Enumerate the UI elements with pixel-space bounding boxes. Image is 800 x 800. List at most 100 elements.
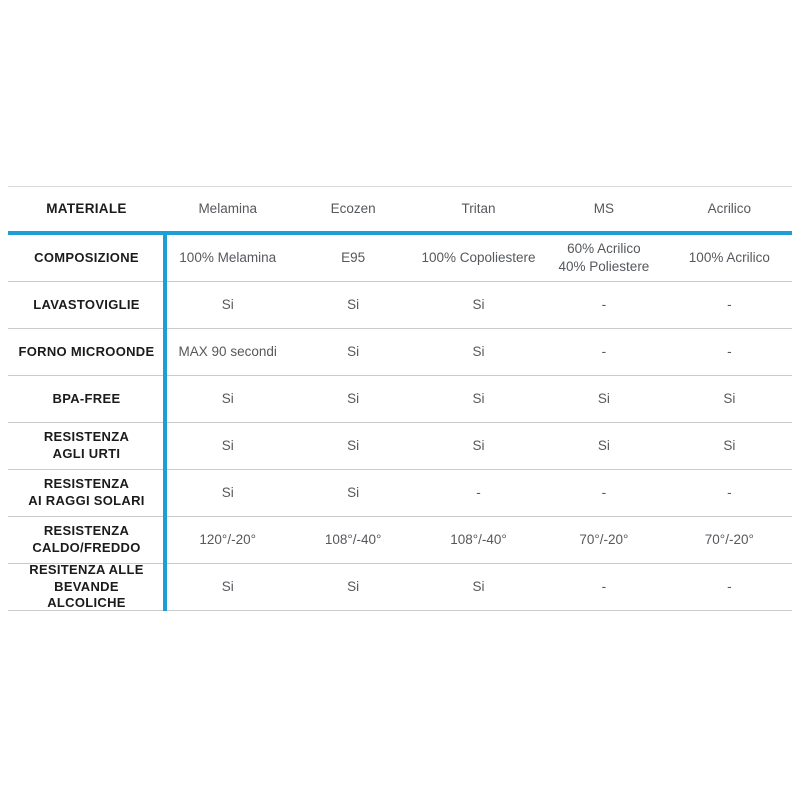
- table-row: RESISTENZA AI RAGGI SOLARI Si Si - - -: [8, 470, 792, 517]
- table-cell: MAX 90 secondi: [165, 329, 290, 375]
- table-cell: Si: [416, 329, 541, 375]
- header-material-cell: MS: [541, 187, 666, 231]
- table-cell: Si: [290, 564, 415, 610]
- cell-value: Si: [723, 437, 736, 453]
- cell-value: Si: [472, 343, 485, 359]
- header-material-cell: Acrilico: [667, 187, 792, 231]
- table-cell: Si: [416, 564, 541, 610]
- table-cell: 100% Copoliestere: [416, 235, 541, 281]
- first-column-divider: [163, 235, 167, 611]
- row-label-cell: RESISTENZA CALDO/FREDDO: [8, 517, 165, 563]
- table-cell: Si: [290, 282, 415, 328]
- table-row: COMPOSIZIONE 100% Melamina E95 100% Copoli…: [8, 235, 792, 282]
- row-label: RESITENZA ALLE BEVANDE ALCOLICHE: [29, 561, 144, 611]
- cell-value: 120°/-20°: [199, 531, 256, 547]
- table-body: COMPOSIZIONE 100% Melamina E95 100% Copoli…: [8, 235, 792, 611]
- row-values: 120°/-20° 108°/-40° 108°/-40° 70°/-20° 70°/-…: [165, 517, 792, 563]
- cell-value: 100% Copoliestere: [421, 249, 536, 265]
- row-label-cell: RESITENZA ALLE BEVANDE ALCOLICHE: [8, 561, 165, 611]
- row-label: LAVASTOVIGLIE: [33, 296, 140, 312]
- header-material-cells: Melamina Ecozen Tritan MS Acrilico: [165, 187, 792, 231]
- table-cell: 120°/-20°: [165, 517, 290, 563]
- header-material-name: Acrilico: [707, 200, 752, 216]
- row-label-cell: RESISTENZA AGLI URTI: [8, 423, 165, 469]
- table-cell: 100% Acrilico: [667, 235, 792, 281]
- row-values: Si Si - - -: [165, 470, 792, 516]
- table-cell: -: [667, 470, 792, 516]
- table-cell: Si: [416, 376, 541, 422]
- header-label-cell: MATERIALE: [8, 187, 165, 231]
- cell-value: -: [727, 578, 732, 594]
- row-label: RESISTENZA CALDO/FREDDO: [32, 523, 141, 555]
- table-cell: Si: [290, 470, 415, 516]
- cell-value: -: [601, 296, 607, 312]
- row-label: BPA-FREE: [52, 390, 121, 406]
- row-label: COMPOSIZIONE: [34, 249, 139, 265]
- cell-value: -: [727, 343, 732, 359]
- row-label: RESISTENZA AI RAGGI SOLARI: [28, 476, 145, 508]
- table-cell: -: [667, 564, 792, 610]
- table-cell: Si: [416, 423, 541, 469]
- cell-value: 108°/-40°: [324, 531, 382, 547]
- table-cell: Si: [165, 470, 290, 516]
- table-cell: Si: [416, 282, 541, 328]
- cell-value: -: [727, 484, 732, 500]
- table-cell: -: [667, 329, 792, 375]
- cell-value: 100% Melamina: [179, 249, 277, 265]
- cell-value: Si: [472, 390, 485, 406]
- cell-value: Si: [221, 484, 234, 500]
- row-label-cell: LAVASTOVIGLIE: [8, 282, 165, 328]
- cell-value: 100% Acrilico: [688, 249, 770, 265]
- header-material-cell: Tritan: [416, 187, 541, 231]
- row-label: FORNO MICROONDE: [18, 343, 155, 359]
- row-values: Si Si Si Si Si: [165, 376, 792, 422]
- table-cell: 108°/-40°: [416, 517, 541, 563]
- row-values: Si Si Si - -: [165, 564, 792, 610]
- table-cell: Si: [290, 376, 415, 422]
- row-label-cell: BPA-FREE: [8, 376, 165, 422]
- table-cell: Si: [541, 376, 666, 422]
- cell-value: Si: [347, 484, 360, 500]
- table-row: FORNO MICROONDE MAX 90 secondi Si Si - -: [8, 329, 792, 376]
- header-material-cell: Melamina: [165, 187, 290, 231]
- table-cell: Si: [165, 423, 290, 469]
- table-cell: 108°/-40°: [290, 517, 415, 563]
- cell-value: -: [601, 343, 607, 359]
- row-values: Si Si Si - -: [165, 282, 792, 328]
- row-label-cell: FORNO MICROONDE: [8, 329, 165, 375]
- cell-value: Si: [597, 390, 610, 406]
- cell-value: Si: [221, 437, 234, 453]
- table-row: RESITENZA ALLE BEVANDE ALCOLICHE Si Si Si -…: [8, 561, 792, 611]
- table-cell: -: [541, 470, 666, 516]
- header-material-cell: Ecozen: [290, 187, 415, 231]
- table-cell: -: [416, 470, 541, 516]
- cell-value: MAX 90 secondi: [178, 343, 277, 359]
- header-material-name: Melamina: [198, 200, 257, 216]
- table-row: RESISTENZA AGLI URTI Si Si Si Si Si: [8, 423, 792, 470]
- row-label-cell: RESISTENZA AI RAGGI SOLARI: [8, 470, 165, 516]
- table-cell: 100% Melamina: [165, 235, 290, 281]
- table-cell: Si: [667, 423, 792, 469]
- table-cell: Si: [667, 376, 792, 422]
- header-material-name: MS: [593, 200, 615, 216]
- cell-value: Si: [347, 390, 360, 406]
- cell-value: Si: [472, 578, 485, 594]
- table-row: BPA-FREE Si Si Si Si Si: [8, 376, 792, 423]
- table-cell: 70°/-20°: [541, 517, 666, 563]
- table-cell: Si: [290, 423, 415, 469]
- cell-value: -: [727, 296, 732, 312]
- table-cell: 60% Acrilico 40% Poliestere: [541, 235, 666, 281]
- row-values: Si Si Si Si Si: [165, 423, 792, 469]
- table-cell: Si: [165, 564, 290, 610]
- cell-value: Si: [472, 296, 485, 312]
- header-material-name: Ecozen: [330, 200, 376, 216]
- table-cell: Si: [165, 376, 290, 422]
- table-cell: Si: [165, 282, 290, 328]
- table-cell: -: [541, 329, 666, 375]
- table-cell: 70°/-20°: [667, 517, 792, 563]
- cell-value: Si: [221, 578, 234, 594]
- cell-value: 70°/-20°: [579, 531, 629, 547]
- cell-value: -: [476, 484, 481, 500]
- cell-value: Si: [597, 437, 610, 453]
- cell-value: Si: [347, 578, 360, 594]
